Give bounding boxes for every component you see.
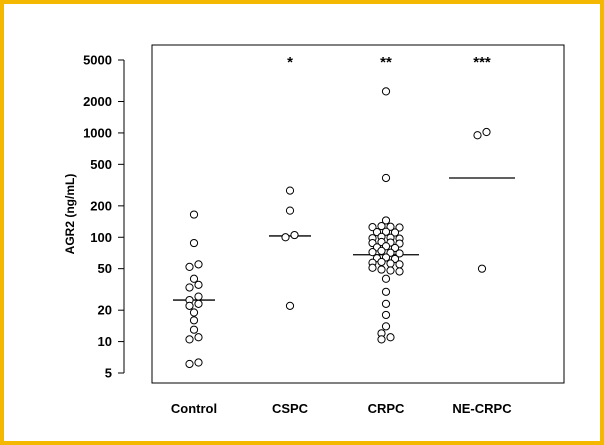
data-point [390,228,400,237]
category-labels: Control CSPC CRPC NE-CRPC [171,401,512,416]
data-point [185,262,194,271]
data-point [189,308,199,317]
data-point [381,216,391,225]
y-axis-title: AGR2 (ng/mL) [63,174,77,255]
data-point [395,249,404,258]
data-point [189,210,199,219]
data-point [194,358,203,367]
data-point [194,260,203,269]
data-point [185,335,194,344]
y-tick-label: 500 [90,157,112,172]
data-point [189,325,199,334]
data-point [381,287,391,296]
data-point [281,233,290,242]
data-point [285,186,295,195]
y-tick-label: 5 [105,366,112,381]
data-point [386,259,395,268]
data-point [194,333,203,342]
data-point [381,299,391,308]
data-point [377,221,386,231]
data-point [386,222,395,231]
data-point [368,248,377,257]
significance-marker: ** [380,54,392,71]
plot-area-border [151,44,565,384]
data-point [290,230,299,240]
data-point [185,359,194,369]
data-point [381,310,391,320]
data-point [377,246,386,256]
data-point [377,257,386,267]
data-point [381,227,391,236]
data-point [395,223,404,232]
data-point [381,322,391,331]
data-point [368,223,377,232]
data-point [381,173,391,183]
data-point [189,238,199,248]
y-tick-label: 200 [90,198,112,213]
data-point [386,333,395,342]
data-point [194,292,203,301]
data-point [473,131,482,140]
data-point [381,87,391,96]
data-point [189,316,199,325]
data-point [395,260,404,269]
data-point [194,299,203,308]
y-tick-label: 2000 [83,94,112,109]
y-tick-label: 5000 [83,53,112,68]
significance-markers: * ** *** [287,54,491,71]
data-point [477,264,487,273]
data-point [377,335,386,344]
significance-marker: * [287,54,293,71]
y-axis-ticks: 5 10 20 50 100 200 500 1000 2000 5000 [83,53,124,381]
data-point [285,206,295,215]
data-point [368,263,377,272]
y-tick-label: 1000 [83,125,112,140]
y-tick-label: 100 [90,230,112,245]
data-point [189,274,199,283]
data-point [395,267,404,276]
median-lines [173,177,515,301]
category-label: NE-CRPC [452,401,512,416]
category-label: Control [171,401,217,416]
data-point [377,265,386,274]
significance-marker: *** [473,54,491,71]
data-point [194,280,203,289]
y-tick-label: 20 [98,303,112,318]
data-point [482,127,491,137]
y-tick-label: 50 [98,261,112,276]
y-tick-label: 10 [98,334,112,349]
category-label: CSPC [272,401,309,416]
data-point [185,301,194,310]
category-label: CRPC [368,401,405,416]
data-point [386,266,395,275]
data-point [185,283,194,292]
data-point [285,301,295,310]
data-points [185,87,491,369]
data-point [381,274,391,283]
